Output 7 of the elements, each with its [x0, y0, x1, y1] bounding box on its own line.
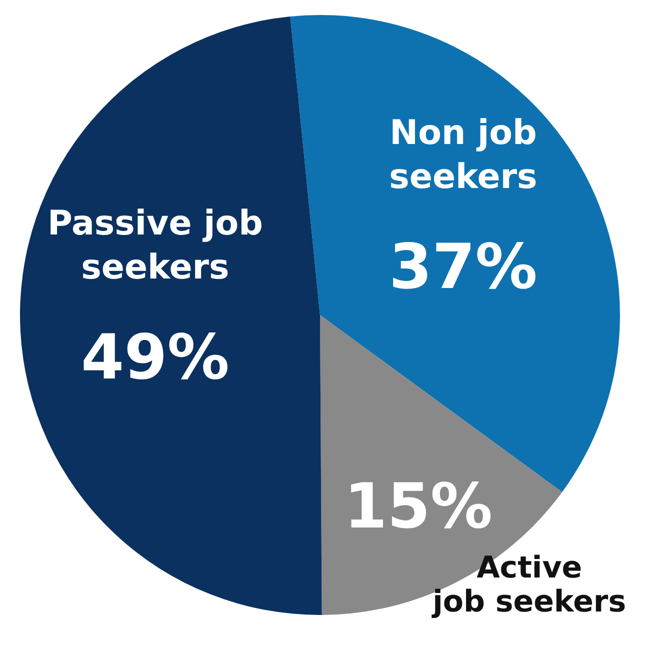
slice-label: Non job seekers: [389, 113, 538, 198]
data-label: 37%: [389, 230, 538, 304]
data-label: 49%: [81, 320, 230, 394]
slice-label: Passive job seekers: [47, 204, 263, 288]
slice-label: Active job seekers: [432, 550, 626, 620]
data-label: 15%: [344, 469, 493, 542]
pie-slice: [20, 16, 322, 615]
